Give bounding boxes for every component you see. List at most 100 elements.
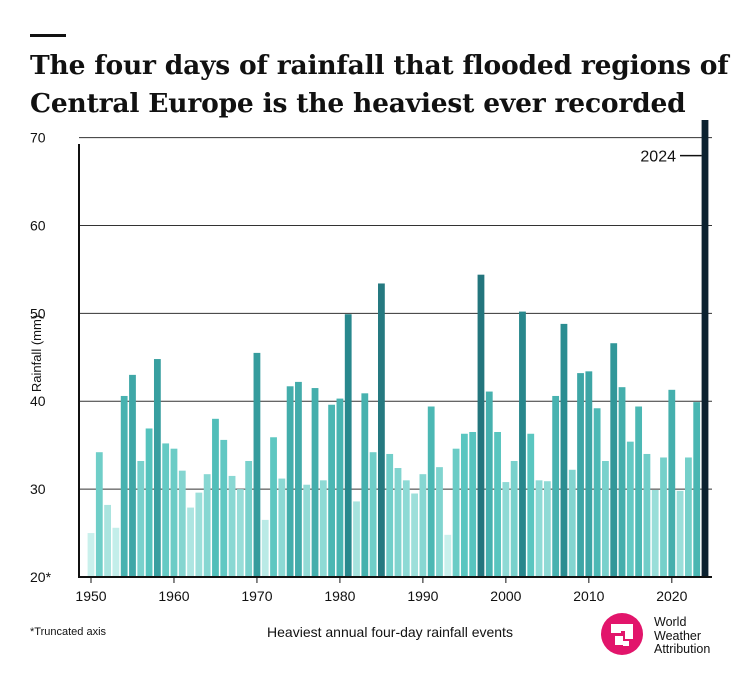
bar-1951 (95, 452, 103, 577)
bar-2019 (660, 457, 667, 577)
bar-1958 (153, 359, 161, 577)
truncated-axis-footnote: *Truncated axis (30, 626, 107, 638)
bar-2013 (610, 343, 618, 577)
bar-1963 (195, 492, 203, 577)
bar-2022 (685, 457, 692, 577)
y-tick-label: 20* (30, 569, 52, 585)
bar-1996 (469, 431, 477, 577)
bar-1974 (286, 386, 294, 577)
y-axis-label: Rainfall (mm) (29, 315, 44, 392)
bar-1993 (444, 534, 452, 577)
bar-2021 (676, 490, 684, 577)
bar-1972 (270, 437, 277, 577)
bar-1988 (402, 480, 410, 577)
bar-2010 (585, 371, 593, 577)
bar-2009 (577, 373, 584, 577)
bar-2011 (593, 408, 601, 577)
y-tick-label: 60 (30, 217, 46, 233)
chart-title: The four days of rainfall that flooded r… (30, 50, 729, 119)
bar-1970 (253, 352, 261, 577)
title-rule (30, 34, 66, 37)
bar-1975 (295, 381, 302, 577)
y-tick-label: 50 (30, 305, 46, 321)
bar-1973 (278, 478, 286, 577)
bar-1991 (427, 406, 435, 577)
bar-1962 (187, 507, 194, 577)
bar-2002 (519, 311, 526, 577)
bar-2004 (535, 480, 543, 577)
x-tick-label: 1990 (407, 588, 438, 604)
bar-1978 (319, 480, 327, 577)
bar-2000 (502, 482, 510, 577)
bar-1990 (419, 474, 427, 577)
bar-1987 (394, 468, 402, 577)
bar-2018 (651, 489, 659, 577)
bar-1960 (170, 448, 178, 577)
bar-1999 (494, 431, 501, 577)
wwa-logo-line: World (654, 615, 687, 629)
bar-2008 (568, 469, 576, 577)
bar-1950 (87, 533, 95, 577)
x-tick-label: 2020 (656, 588, 687, 604)
bar-2014 (618, 387, 626, 577)
bar-2024 (701, 120, 709, 577)
x-tick-label: 2000 (490, 588, 521, 604)
bar-1980 (336, 398, 344, 577)
bar-1992 (436, 467, 443, 577)
bar-1977 (311, 388, 319, 577)
bar-1983 (361, 393, 369, 577)
bar-1984 (369, 452, 377, 577)
bar-1954 (120, 395, 128, 577)
bar-1989 (411, 493, 418, 577)
x-tick-label: 1970 (241, 588, 272, 604)
bar-1957 (145, 428, 153, 577)
bar-1965 (212, 418, 219, 577)
bar-1956 (137, 460, 145, 577)
bar-2017 (643, 453, 651, 577)
y-tick-label: 30 (30, 481, 46, 497)
bar-1952 (104, 504, 111, 577)
bar-1997 (477, 274, 485, 577)
bar-1961 (178, 470, 186, 577)
y-tick-label: 40 (30, 393, 46, 409)
bar-1953 (112, 527, 120, 577)
bar-2001 (510, 460, 518, 577)
bar-2003 (527, 433, 535, 577)
bar-2020 (668, 389, 676, 577)
wwa-logo: World Weather Attribution (600, 612, 740, 656)
x-tick-label: 2010 (573, 588, 604, 604)
bar-2016 (635, 406, 643, 577)
bar-2005 (543, 481, 551, 577)
wwa-logo-icon (601, 613, 643, 655)
bar-1959 (162, 443, 170, 577)
x-tick-label: 1950 (75, 588, 106, 604)
bar-2015 (626, 441, 634, 577)
annotation-label: 2024 (640, 149, 676, 166)
bar-1982 (353, 501, 360, 577)
bar-1966 (220, 439, 228, 577)
wwa-logo-line: Attribution (654, 642, 711, 656)
bar-2023 (693, 402, 701, 577)
bar-1967 (228, 475, 236, 577)
bar-1964 (203, 474, 211, 577)
bar-1981 (344, 314, 352, 577)
bar-1985 (378, 283, 385, 577)
bar-1971 (261, 519, 269, 578)
bar-1955 (129, 374, 136, 577)
x-tick-label: 1980 (324, 588, 355, 604)
bar-1979 (328, 404, 336, 577)
y-tick-label: 70 (30, 130, 46, 146)
x-tick-label: 1960 (158, 588, 189, 604)
x-axis-caption: Heaviest annual four-day rainfall events (267, 624, 513, 640)
wwa-logo-text: World Weather Attribution (654, 615, 711, 657)
wwa-logo-line: Weather (654, 628, 702, 643)
bar-1998 (485, 391, 493, 577)
bar-1995 (460, 433, 468, 577)
bar-1976 (303, 484, 311, 577)
bar-2012 (602, 460, 609, 577)
bar-1969 (245, 460, 253, 577)
bar-1986 (386, 453, 394, 577)
bar-1968 (236, 489, 244, 577)
bar-1994 (452, 448, 460, 577)
